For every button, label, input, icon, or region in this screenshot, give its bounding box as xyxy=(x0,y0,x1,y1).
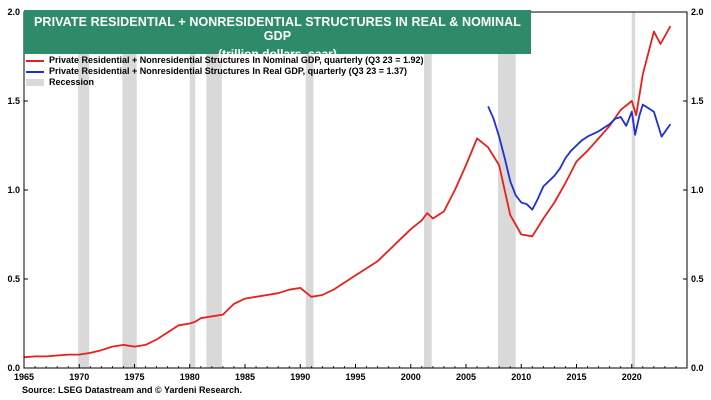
y-tick-label-right-0.0: 0.0 xyxy=(691,363,704,373)
y-tick-label-right-2.0: 2.0 xyxy=(691,7,704,17)
y-tick-label-left-1.0: 1.0 xyxy=(7,185,20,195)
y-tick-label-right-1.0: 1.0 xyxy=(691,185,704,195)
x-tick-label-2020: 2020 xyxy=(622,372,642,382)
legend-swatch-nominal xyxy=(26,59,44,62)
series-lines xyxy=(23,25,672,359)
x-tick-label-1995: 1995 xyxy=(345,372,365,382)
legend-item-recession: Recession xyxy=(26,77,423,88)
y-tick-label-left-1.5: 1.5 xyxy=(7,96,20,106)
x-tick-label-1965: 1965 xyxy=(14,372,34,382)
recession-band-3 xyxy=(206,12,222,368)
recession-band-5 xyxy=(424,12,432,368)
legend-label-real: Private Residential + Nonresidential Str… xyxy=(49,66,407,76)
x-tick-label-1985: 1985 xyxy=(235,372,255,382)
y-tick-label-right-1.5: 1.5 xyxy=(691,96,704,106)
recession-band-4 xyxy=(305,12,314,368)
x-tick-label-2015: 2015 xyxy=(566,372,586,382)
legend-label-recession: Recession xyxy=(49,77,95,87)
x-tick-label-1975: 1975 xyxy=(124,372,144,382)
legend-item-nominal: Private Residential + Nonresidential Str… xyxy=(26,55,423,66)
chart-title-box: PRIVATE RESIDENTIAL + NONRESIDENTIAL STR… xyxy=(24,10,531,61)
x-tick-label-1970: 1970 xyxy=(69,372,89,382)
legend: Private Residential + Nonresidential Str… xyxy=(26,55,423,88)
x-tick-label-1990: 1990 xyxy=(290,372,310,382)
axis-ticks: 1965 1970 1975 1980 1985 1990 1995 2000 2005 2010… xyxy=(7,7,703,382)
recession-bands xyxy=(78,12,636,368)
recession-band-0 xyxy=(78,12,90,368)
recession-band-6 xyxy=(498,12,516,368)
y-tick-label-left-0.5: 0.5 xyxy=(7,274,20,284)
x-tick-label-2005: 2005 xyxy=(456,372,476,382)
series-line-nominal xyxy=(23,25,672,359)
series-line-real xyxy=(487,103,672,211)
recession-band-7 xyxy=(631,12,636,368)
chart-title: PRIVATE RESIDENTIAL + NONRESIDENTIAL STR… xyxy=(34,15,521,43)
y-tick-label-left-0.0: 0.0 xyxy=(7,363,20,373)
recession-band-1 xyxy=(122,12,137,368)
y-tick-label-right-0.5: 0.5 xyxy=(691,274,704,284)
legend-swatch-recession xyxy=(26,79,44,86)
legend-item-real: Private Residential + Nonresidential Str… xyxy=(26,66,423,77)
chart-subtitle: (trillion dollars, saar) xyxy=(218,47,337,61)
x-tick-label-1980: 1980 xyxy=(180,372,200,382)
legend-swatch-real xyxy=(26,70,44,73)
x-tick-label-2000: 2000 xyxy=(401,372,421,382)
y-tick-label-left-2.0: 2.0 xyxy=(7,7,20,17)
recession-band-2 xyxy=(189,12,196,368)
source-note: Source: LSEG Datastream and © Yardeni Re… xyxy=(22,385,243,395)
legend-label-nominal: Private Residential + Nonresidential Str… xyxy=(49,55,424,65)
x-tick-label-2010: 2010 xyxy=(511,372,531,382)
